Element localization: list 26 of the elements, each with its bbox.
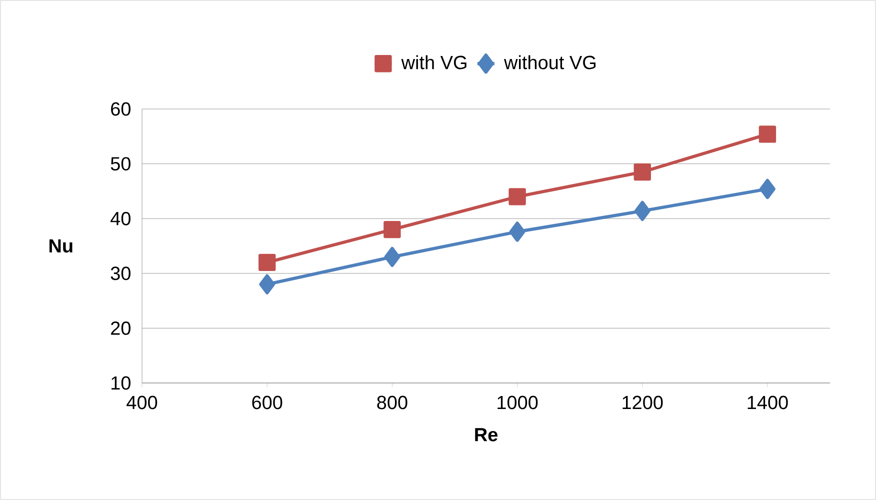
point (384, 246, 400, 268)
point (259, 274, 276, 294)
point (758, 126, 776, 143)
point (508, 188, 526, 206)
point (759, 178, 776, 200)
x-tick-label: 1000 (498, 396, 538, 410)
x-tick-label: 1400 (748, 396, 788, 410)
y-axis-title: Nu (49, 239, 72, 253)
legend-label: without VG (504, 55, 596, 70)
y-tick-label: 10 (112, 376, 130, 390)
point (634, 200, 650, 222)
x-tick-label: 400 (126, 396, 158, 410)
point (384, 220, 401, 238)
point (258, 254, 276, 272)
x-tick-label: 600 (252, 396, 282, 410)
legend-label: with VG (401, 55, 466, 70)
y-tick-label: 30 (110, 266, 130, 280)
point (634, 163, 651, 181)
y-tick-label: 40 (110, 212, 130, 226)
x-tick-label: 1200 (622, 396, 663, 410)
point (509, 222, 526, 242)
y-tick-label: 60 (111, 102, 130, 116)
y-tick-label: 20 (111, 321, 130, 335)
x-tick-label: 800 (377, 396, 408, 410)
y-tick-label: 50 (110, 157, 130, 171)
x-axis-title: Re (475, 428, 498, 442)
